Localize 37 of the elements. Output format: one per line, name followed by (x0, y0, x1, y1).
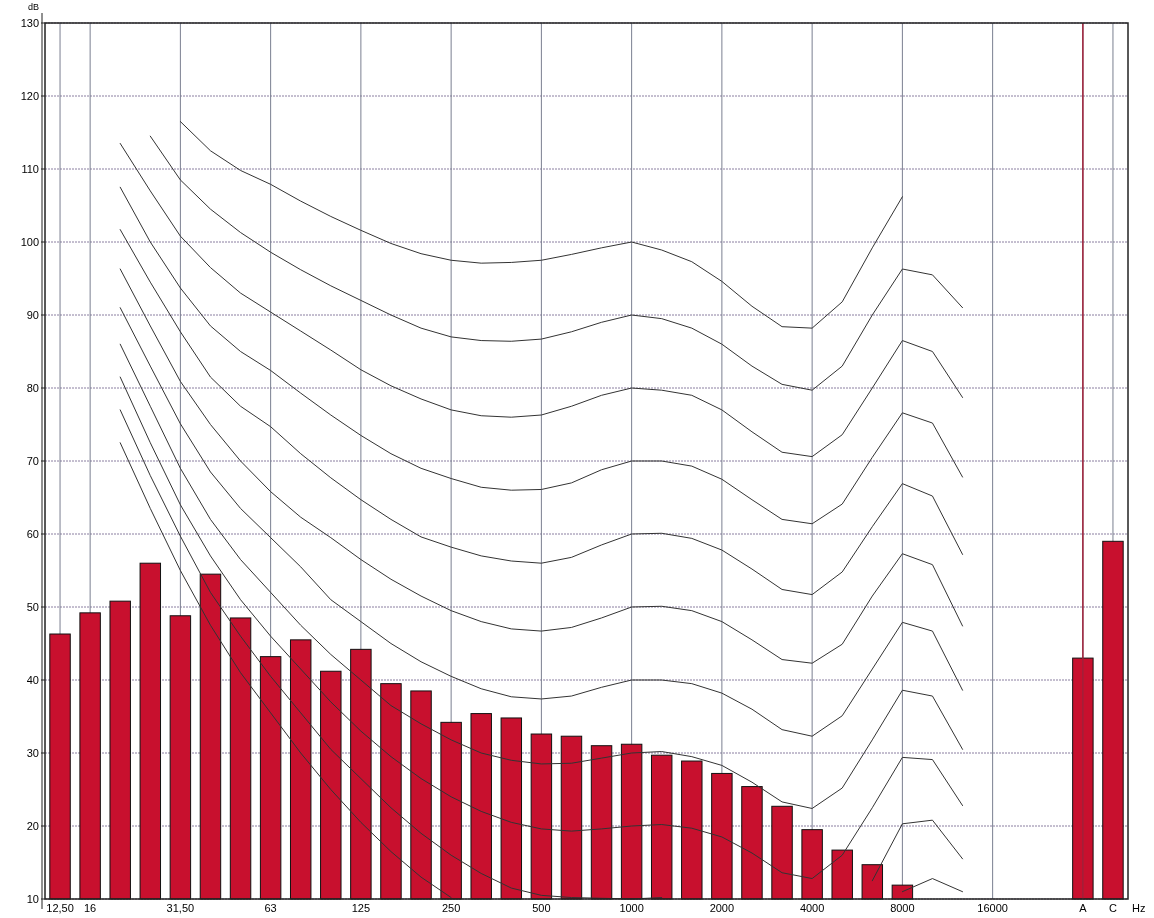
y-tick-label: 70 (26, 454, 39, 467)
x-axis-title: Hz (1132, 902, 1146, 914)
x-tick-label: 12,50 (46, 902, 74, 914)
y-tick-label: 110 (21, 162, 39, 175)
line-series (149, 135, 964, 391)
y-tick-label: 10 (26, 892, 39, 905)
y-axis-title: dB (27, 2, 39, 12)
x-tick-label: 16000 (977, 902, 1008, 914)
line-series (119, 268, 964, 664)
y-tick-label: 30 (26, 746, 39, 759)
x-tick-label: 2000 (709, 902, 735, 914)
line-series (179, 121, 903, 329)
x-tick-label: 8000 (890, 902, 915, 914)
line-series (119, 229, 964, 596)
y-tick-label: 120 (20, 89, 39, 102)
x-tick-label: 125 (351, 902, 371, 914)
line-series (119, 307, 964, 737)
y-tick-label: 40 (26, 673, 39, 686)
y-tick-label: 80 (26, 381, 39, 394)
x-tick-label: C (1108, 902, 1117, 914)
y-tick-label: 60 (26, 527, 39, 540)
y-tick-label: 130 (20, 16, 39, 29)
y-tick-label: 50 (26, 600, 39, 613)
x-tick-label: 500 (532, 902, 551, 914)
x-tick-label: 63 (264, 902, 277, 914)
line-series (119, 142, 964, 458)
line-series (119, 186, 964, 525)
x-tick-label: 16 (84, 902, 97, 914)
y-tick-label: 100 (20, 235, 39, 248)
line-series (119, 343, 964, 809)
x-tick-label: A (1079, 902, 1088, 914)
y-tick-label: 90 (26, 308, 39, 321)
y-tick-label: 20 (26, 819, 39, 832)
x-tick-label: 4000 (799, 902, 825, 914)
x-tick-label: 1000 (619, 902, 644, 914)
x-tick-label: 31,50 (166, 902, 195, 914)
x-tick-label: 250 (441, 902, 461, 914)
